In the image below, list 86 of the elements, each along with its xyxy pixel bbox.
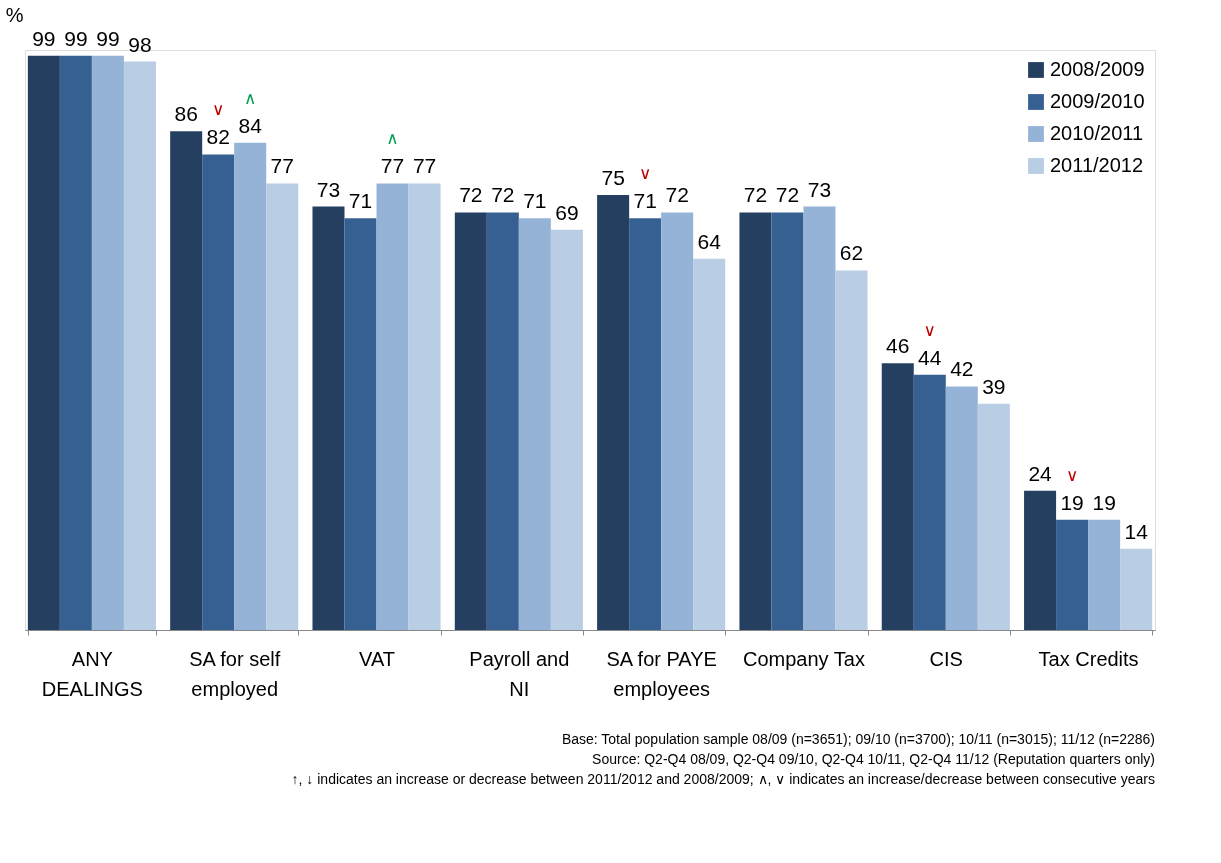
legend-label: 2011/2012: [1050, 154, 1144, 176]
data-label: 86: [174, 102, 198, 126]
bar: [739, 212, 772, 630]
bar: [803, 206, 836, 630]
bar: [881, 363, 914, 630]
legend-label: 2009/2010: [1050, 90, 1145, 112]
data-label: 19: [1060, 490, 1084, 514]
x-tick-label: Tax Credits: [1038, 647, 1139, 670]
bar: [312, 206, 345, 630]
bar: [170, 131, 203, 630]
data-label: 72: [775, 183, 800, 207]
data-label: 46: [886, 334, 910, 358]
data-label: 99: [64, 26, 88, 50]
data-label: 71: [633, 189, 657, 213]
bar: [913, 374, 946, 630]
data-label: 84: [238, 113, 263, 137]
x-tick-label: Payroll and NI: [469, 647, 570, 700]
bar: [1024, 490, 1057, 630]
annotation: ∧: [243, 87, 257, 108]
bar: [771, 212, 804, 630]
bar: [629, 218, 662, 630]
bar: [835, 270, 868, 630]
bar: [454, 212, 487, 630]
bar: [59, 55, 92, 630]
x-tick-label: ANY DEALINGS: [41, 647, 143, 700]
text: ↑, ↓ indicates an increase or decrease between 2011/2012 and 2008/2009; ∧, ∨ indicates an increase/decrease between consecutive years: [291, 771, 1155, 787]
data-label: 71: [348, 189, 373, 213]
bar: [266, 183, 299, 630]
data-label: 77: [380, 154, 405, 178]
legend-label: 2008/2009: [1050, 58, 1145, 80]
data-label: 39: [982, 374, 1006, 398]
data-label: 99: [32, 26, 56, 50]
annotation: ∨: [211, 99, 225, 120]
legend-label: 2010/2011: [1050, 122, 1144, 144]
bar: [91, 55, 124, 630]
source-note: Source: Q2-Q4 08/09, Q2-Q4 09/10, Q2-Q4 10/11, Q2-Q4 11/12 (Reputation quarters only): [592, 751, 1155, 767]
annotation: ∧: [386, 128, 399, 149]
data-label: 98: [128, 32, 152, 56]
data-label: 24: [1028, 461, 1053, 485]
bar: [597, 195, 630, 630]
text: Base: Total population sample 08/09 (n=3651); 09/10 (n=3700); 10/11 (n=3015); 11/12 (n=2286): [561, 731, 1155, 747]
data-label: 62: [839, 241, 864, 265]
bar: [123, 61, 156, 630]
data-label: 82: [206, 125, 230, 149]
annotation: ∨: [638, 163, 652, 184]
data-label: 44: [918, 345, 942, 369]
data-label: 99: [96, 26, 120, 50]
bar: [661, 212, 694, 630]
data-label: 73: [316, 177, 341, 201]
x-tick-label: VAT: [359, 647, 395, 670]
bar: [1088, 519, 1121, 630]
data-label: 71: [523, 189, 547, 213]
y-axis-title: %: [5, 3, 24, 26]
annotation: ∨: [923, 319, 937, 340]
bar: [27, 55, 60, 630]
bar: [1056, 519, 1089, 630]
x-tick-label: Company Tax: [743, 647, 865, 670]
bar: [945, 386, 978, 630]
bar: [693, 258, 726, 630]
data-label: 75: [601, 166, 625, 189]
data-label: 72: [743, 183, 768, 207]
bar: [344, 218, 377, 630]
bar: [486, 212, 519, 630]
data-label: 64: [697, 229, 722, 253]
bar: [1120, 548, 1153, 630]
data-label: 69: [555, 200, 579, 224]
annotation: ∨: [1065, 464, 1079, 485]
x-tick-label: CIS: [929, 647, 963, 670]
x-tick-label: SA for PAYE employees: [606, 647, 717, 700]
data-label: 73: [807, 177, 832, 201]
data-label: 72: [459, 183, 483, 207]
bar: [408, 183, 441, 630]
data-label: 42: [950, 357, 974, 381]
data-label: 77: [412, 154, 437, 178]
bar: [202, 154, 235, 630]
data-label: 14: [1124, 519, 1149, 543]
data-label: 77: [270, 154, 294, 178]
bar: [376, 183, 409, 630]
bar: [977, 403, 1010, 630]
bar: [518, 218, 551, 630]
bar: [234, 142, 267, 630]
x-tick-label: SA for self employed: [189, 647, 281, 700]
data-label: 19: [1092, 490, 1116, 514]
bar: [550, 229, 583, 630]
data-label: 72: [491, 183, 515, 207]
data-label: 72: [665, 183, 689, 207]
